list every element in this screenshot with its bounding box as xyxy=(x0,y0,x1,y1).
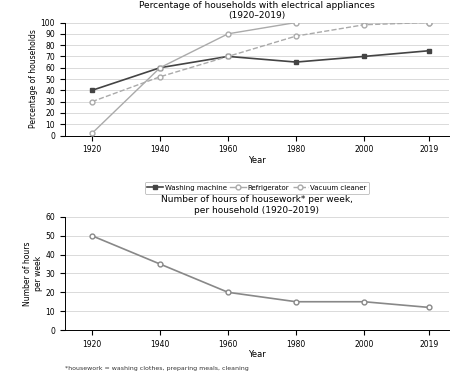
Title: Percentage of households with electrical appliances
(1920–2019): Percentage of households with electrical… xyxy=(139,1,375,20)
Y-axis label: Number of hours
per week: Number of hours per week xyxy=(23,241,43,306)
Legend: Washing machine, Refrigerator, Vacuum cleaner: Washing machine, Refrigerator, Vacuum cl… xyxy=(144,182,369,194)
Text: *housework = washing clothes, preparing meals, cleaning: *housework = washing clothes, preparing … xyxy=(65,366,249,371)
Title: Number of hours of housework* per week,
per household (1920–2019): Number of hours of housework* per week, … xyxy=(161,195,353,215)
X-axis label: Year: Year xyxy=(248,350,266,359)
X-axis label: Year: Year xyxy=(248,156,266,165)
Y-axis label: Percentage of households: Percentage of households xyxy=(29,30,38,129)
